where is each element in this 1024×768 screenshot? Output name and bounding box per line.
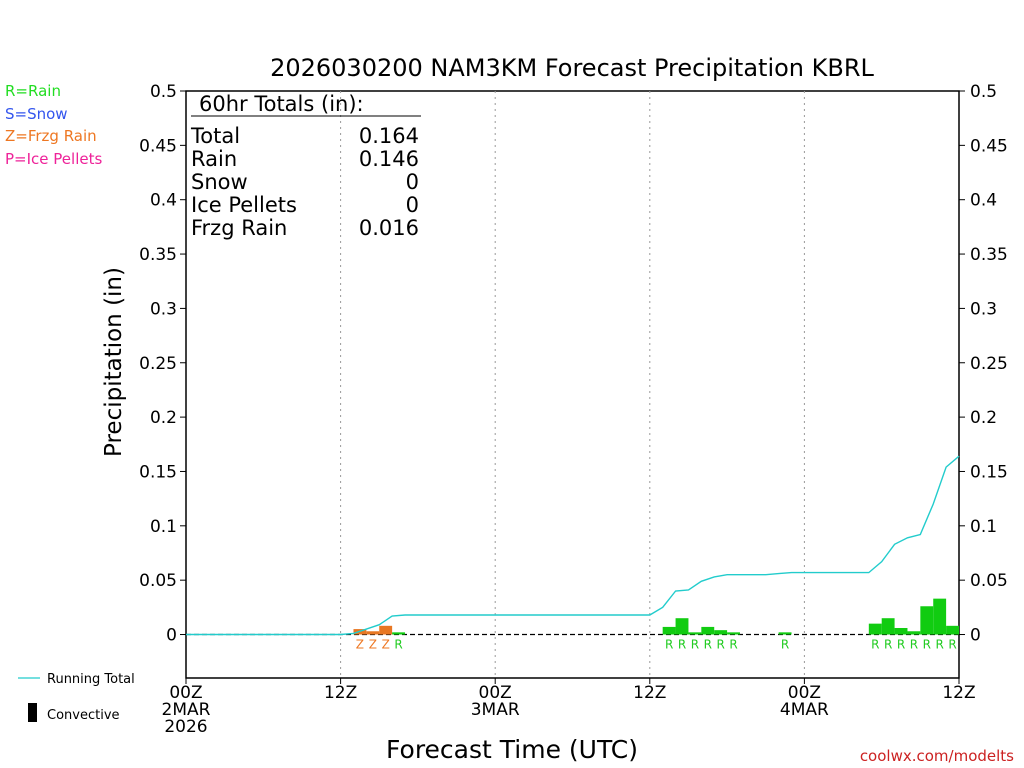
y-tick-label-left: 0.3 [150, 299, 177, 319]
y-tick-label-right: 0.15 [970, 462, 1008, 482]
precip-bar [881, 618, 895, 635]
precip-bar [778, 632, 792, 635]
totals-value-rain: 0.146 [359, 147, 419, 171]
y-tick-label-right: 0 [970, 626, 981, 646]
y-tick-label-left: 0 [166, 626, 177, 646]
x-tick-label: 12Z [942, 683, 975, 703]
x-tick-sublabel: 4MAR [780, 700, 829, 720]
precip-bar [379, 625, 393, 635]
running-total-line [186, 455, 960, 636]
y-tick-label-right: 0.45 [970, 136, 1008, 156]
chart-title: 2026030200 NAM3KM Forecast Precipitation… [270, 54, 874, 82]
x-tick-sublabel: 2MAR [162, 700, 211, 720]
totals-label-rain: Rain [191, 147, 237, 171]
precip-type-label: R [704, 638, 712, 652]
precip-type-label: R [665, 638, 673, 652]
totals-value-frzg-rain: 0.016 [359, 216, 419, 240]
legend-snow: S=Snow [5, 105, 68, 123]
precip-bar [920, 606, 934, 635]
y-tick-label-right: 0.05 [970, 571, 1008, 591]
y-tick-label-right: 0.3 [970, 299, 997, 319]
x-tick-sublabel: 3MAR [471, 700, 520, 720]
y-tick-label-right: 0.4 [970, 191, 997, 211]
legend-ice-pellets: P=Ice Pellets [5, 150, 102, 168]
precip-bar [662, 626, 676, 635]
precip-type-label: R [884, 638, 892, 652]
y-tick-label-left: 0.1 [150, 517, 177, 537]
precip-type-label: R [716, 638, 724, 652]
precip-type-label: R [948, 638, 956, 652]
plot-frame [185, 90, 960, 679]
precip-bar [868, 623, 882, 635]
y-tick-label-left: 0.15 [139, 462, 177, 482]
precip-type-label: R [936, 638, 944, 652]
watermark: coolwx.com/modelts [860, 747, 1014, 765]
precip-bar [894, 627, 908, 635]
precip-bar [907, 631, 921, 635]
precip-type-label: R [691, 638, 699, 652]
x-tick-label: 12Z [324, 683, 357, 703]
precip-type-label: R [897, 638, 905, 652]
totals-box: 60hr Totals (in): Total 0.164 Rain 0.146… [190, 92, 421, 240]
precip-type-label: Z [369, 638, 377, 652]
grid-layer [186, 91, 959, 678]
totals-label-snow: Snow [191, 170, 248, 194]
x-axis-label: Forecast Time (UTC) [386, 735, 638, 764]
precip-type-label: R [394, 638, 402, 652]
y-axis-label: Precipitation (in) [101, 267, 127, 457]
totals-label-ice-pellets: Ice Pellets [191, 193, 297, 217]
precip-type-label: R [923, 638, 931, 652]
legend-convective: Convective [47, 708, 120, 723]
y-tick-label-right: 0.1 [970, 517, 997, 537]
x-tick-label: 12Z [633, 683, 666, 703]
legend-running-total: Running Total [47, 672, 135, 687]
x-tick-label: 00Z [169, 683, 202, 703]
precip-type-label: R [871, 638, 879, 652]
totals-header: 60hr Totals (in): [199, 92, 364, 116]
precip-bar [701, 626, 715, 635]
legend-rain: R=Rain [5, 82, 61, 100]
precip-type-label: R [910, 638, 918, 652]
y-tick-label-left: 0.05 [139, 571, 177, 591]
totals-value-total: 0.164 [359, 124, 419, 148]
y-axis-ticks: 0 00.05 0.050.1 0.10.15 0.150.2 0.20.25 0.250.… [139, 82, 1008, 646]
bars-layer [353, 598, 959, 635]
y-tick-label-left: 0.25 [139, 354, 177, 374]
x-tick-label: 00Z [479, 683, 512, 703]
totals-label-total: Total [190, 124, 240, 148]
precip-type-label: Z [356, 638, 364, 652]
y-tick-label-right: 0.2 [970, 408, 997, 428]
precip-bar [933, 598, 947, 635]
precip-bar [714, 630, 728, 635]
y-tick-label-right: 0.35 [970, 245, 1008, 265]
y-tick-label-left: 0.45 [139, 136, 177, 156]
precip-bar [366, 631, 380, 635]
y-tick-label-right: 0.5 [970, 82, 997, 102]
y-tick-label-right: 0.25 [970, 354, 1008, 374]
running-total-layer [186, 455, 960, 636]
precip-type-label: R [678, 638, 686, 652]
precip-type-label: R [781, 638, 789, 652]
y-tick-label-left: 0.5 [150, 82, 177, 102]
precip-type-label: R [729, 638, 737, 652]
totals-value-ice-pellets: 0 [406, 193, 419, 217]
precip-type-label: Z [382, 638, 390, 652]
x-tick-sublabel: 2026 [164, 717, 207, 737]
totals-value-snow: 0 [406, 170, 419, 194]
legend-frzg-rain: Z=Frzg Rain [5, 127, 97, 145]
y-tick-label-left: 0.35 [139, 245, 177, 265]
precip-bar [727, 632, 740, 635]
precip-bar [675, 618, 689, 635]
precip-bar [392, 632, 406, 635]
precip-bar [946, 625, 959, 635]
x-tick-label: 00Z [788, 683, 821, 703]
y-tick-label-left: 0.4 [150, 191, 177, 211]
y-tick-label-left: 0.2 [150, 408, 177, 428]
totals-label-frzg-rain: Frzg Rain [191, 216, 287, 240]
precip-bar [688, 632, 702, 635]
convective-legend-swatch [28, 703, 37, 722]
